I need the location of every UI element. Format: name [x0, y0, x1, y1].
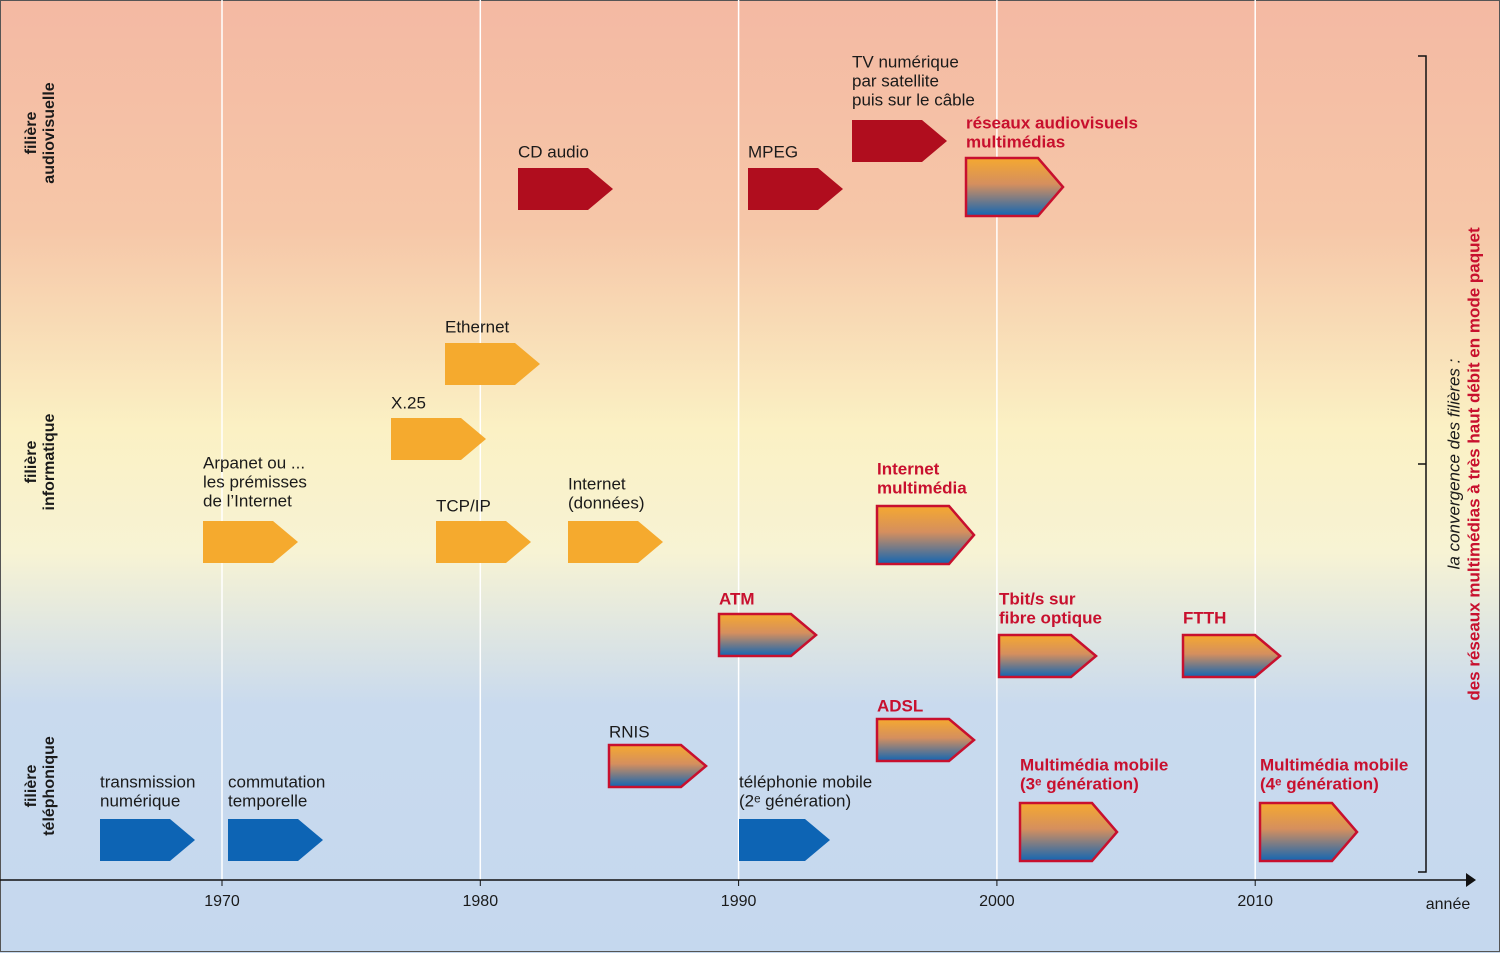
convergence-text: des réseaux multimédias à très haut débi… — [1464, 227, 1483, 701]
event-label: Arpanet ou ... — [203, 453, 305, 472]
lane-label: informatique — [41, 413, 58, 510]
event-arrow — [739, 819, 830, 861]
tick-label: 1990 — [721, 893, 757, 910]
lane-label: téléphonique — [41, 736, 58, 836]
event-label: TCP/IP — [436, 496, 491, 515]
tick-label: 1980 — [463, 893, 499, 910]
event-label: (4ᵉ génération) — [1260, 774, 1379, 793]
lane-label: filière — [23, 765, 40, 808]
event-label: numérique — [100, 791, 180, 810]
lane-label: filière — [23, 441, 40, 484]
event-arrow — [717, 612, 818, 658]
event-arrow — [875, 504, 976, 566]
event-arrow — [875, 717, 976, 763]
event-arrow — [1018, 801, 1119, 863]
event-arrow — [568, 521, 663, 563]
convergence-title: la convergence des filières : — [1444, 358, 1463, 569]
event-arrow — [436, 521, 531, 563]
event-label: Internet — [877, 459, 940, 478]
event-label: les prémisses — [203, 472, 307, 491]
event-label: Ethernet — [445, 317, 510, 336]
convergence-bracket — [1418, 55, 1427, 873]
event-label: X.25 — [391, 393, 426, 412]
event-label: Tbit/s sur — [999, 589, 1076, 608]
event-arrow — [518, 168, 613, 210]
event-arrow — [100, 819, 195, 861]
event-arrow — [391, 418, 486, 460]
axis-arrow — [1466, 873, 1476, 887]
event-label: transmission — [100, 772, 195, 791]
event-label: fibre optique — [999, 608, 1102, 627]
event-label: multimédias — [966, 132, 1065, 151]
event-label: ATM — [719, 589, 755, 608]
lane-label: audiovisuelle — [41, 82, 58, 183]
event-arrow — [852, 120, 947, 162]
lane-label: filière — [23, 112, 40, 155]
event-label: (3ᵉ génération) — [1020, 774, 1139, 793]
event-arrow — [1258, 801, 1359, 863]
event-label: Internet — [568, 474, 626, 493]
event-arrow — [964, 156, 1065, 218]
event-arrow — [607, 743, 708, 789]
event-label: RNIS — [609, 722, 650, 741]
event-label: téléphonie mobile — [739, 772, 872, 791]
event-arrow — [748, 168, 843, 210]
tick-label: 2010 — [1237, 893, 1273, 910]
event-label: temporelle — [228, 791, 307, 810]
event-label: réseaux audiovisuels — [966, 113, 1138, 132]
event-arrow — [228, 819, 323, 861]
event-arrow — [203, 521, 298, 563]
event-label: puis sur le câble — [852, 90, 975, 109]
tick-label: 1970 — [204, 893, 240, 910]
event-label: TV numérique — [852, 52, 959, 71]
event-arrow — [445, 343, 540, 385]
event-label: (2ᵉ génération) — [739, 791, 851, 810]
axis-label: année — [1426, 896, 1471, 913]
event-label: ADSL — [877, 696, 923, 715]
event-label: Multimédia mobile — [1020, 755, 1168, 774]
tick-label: 2000 — [979, 893, 1015, 910]
event-label: (données) — [568, 493, 645, 512]
event-label: par satellite — [852, 71, 939, 90]
event-arrow — [997, 633, 1098, 679]
event-label: Multimédia mobile — [1260, 755, 1408, 774]
event-label: de l’Internet — [203, 491, 292, 510]
event-label: multimédia — [877, 478, 967, 497]
event-label: FTTH — [1183, 608, 1226, 627]
event-label: MPEG — [748, 142, 798, 161]
event-label: CD audio — [518, 142, 589, 161]
event-label: commutation — [228, 772, 325, 791]
event-arrow — [1181, 633, 1282, 679]
